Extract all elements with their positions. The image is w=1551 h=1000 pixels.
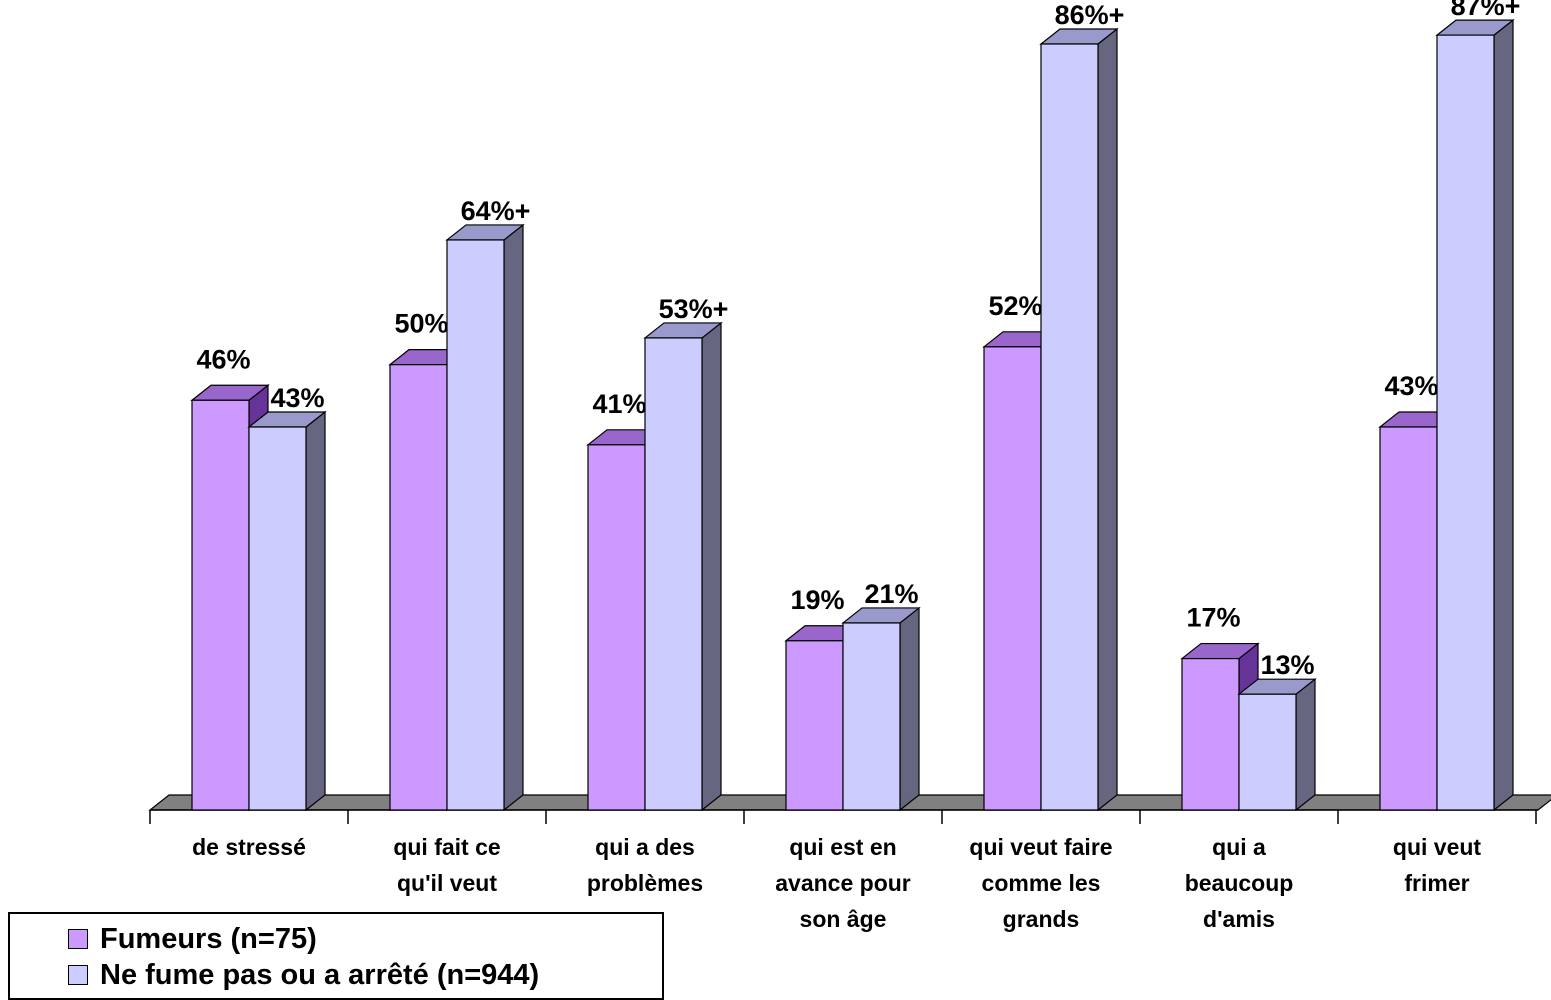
bar-front xyxy=(785,640,844,811)
x-tick-label-line: qui fait ce xyxy=(393,834,500,860)
data-label: 21% xyxy=(864,579,918,609)
x-tick-label-line: qu'il veut xyxy=(397,870,497,896)
legend-swatch-non-fumeurs xyxy=(68,965,88,985)
bar-front xyxy=(1238,693,1297,811)
x-tick-label-line: frimer xyxy=(1404,870,1469,896)
legend-swatch-fumeurs xyxy=(68,929,88,949)
x-tick-label: qui a beaucoup d'amis xyxy=(1185,834,1294,932)
bar-front xyxy=(389,364,448,811)
data-label: 86%+ xyxy=(1055,0,1125,30)
data-label: 64%+ xyxy=(461,196,531,226)
data-label: 43% xyxy=(270,383,324,413)
bar-non-fumeurs-3 xyxy=(841,606,921,812)
x-tick-label: de stressé xyxy=(192,834,306,860)
bar-non-fumeurs-1 xyxy=(445,223,525,812)
data-label: 17% xyxy=(1186,603,1240,633)
bar-side xyxy=(305,410,326,812)
legend-label-non-fumeurs: Ne fume pas ou a arrêté (n=944) xyxy=(100,958,540,991)
bar-front xyxy=(1040,43,1099,811)
x-tick-label-line: qui a des xyxy=(595,834,695,860)
x-tick-label-line: grands xyxy=(1003,906,1080,932)
bar-front xyxy=(644,337,703,811)
data-label: 50% xyxy=(394,309,448,339)
x-tick-label: qui veut frimer xyxy=(1393,834,1482,896)
x-tick-label-line: de stressé xyxy=(192,834,306,860)
bar-front xyxy=(191,399,250,811)
bar-side xyxy=(701,321,722,812)
bar-front xyxy=(983,346,1042,811)
bar-side xyxy=(1097,27,1118,812)
legend-item-fumeurs: Fumeurs (n=75) xyxy=(68,922,317,956)
x-tick-label-line: problèmes xyxy=(587,870,703,896)
bar-front xyxy=(248,426,307,811)
legend-label-fumeurs: Fumeurs (n=75) xyxy=(100,922,317,955)
bar-front xyxy=(1379,426,1438,811)
bar-side xyxy=(1295,677,1316,812)
bar-non-fumeurs-4 xyxy=(1039,27,1119,812)
data-label: 43% xyxy=(1384,371,1438,401)
x-tick-label: qui fait ce qu'il veut xyxy=(393,834,500,896)
data-label: 52% xyxy=(988,291,1042,321)
bar-front xyxy=(1436,34,1495,811)
bar-side xyxy=(1493,18,1514,812)
data-label: 46% xyxy=(196,344,250,374)
bar-non-fumeurs-0 xyxy=(247,410,327,812)
x-tick-label-line: avance pour xyxy=(775,870,911,896)
bar-front xyxy=(587,444,646,811)
data-label: 13% xyxy=(1260,650,1314,680)
x-tick-label-line: qui veut xyxy=(1393,834,1482,860)
x-tick-label: qui est en avance pour son âge xyxy=(775,834,911,932)
bar-non-fumeurs-2 xyxy=(643,321,723,812)
x-tick-label: qui a des problèmes xyxy=(587,834,703,896)
x-tick-label-line: qui a xyxy=(1212,834,1266,860)
legend-item-non-fumeurs: Ne fume pas ou a arrêté (n=944) xyxy=(68,958,539,992)
data-label: 53%+ xyxy=(659,294,729,324)
bar-non-fumeurs-5 xyxy=(1237,677,1317,812)
bar-front xyxy=(842,622,901,811)
x-tick-label-line: qui est en xyxy=(789,834,896,860)
x-tick-label-line: beaucoup xyxy=(1185,870,1294,896)
x-tick-label-line: d'amis xyxy=(1203,906,1275,932)
x-tick-label-line: son âge xyxy=(800,906,887,932)
bar-non-fumeurs-6 xyxy=(1435,18,1515,812)
data-label: 87%+ xyxy=(1451,0,1521,21)
x-tick-label-line: comme les xyxy=(982,870,1101,896)
data-label: 19% xyxy=(790,585,844,615)
x-tick-label-line: qui veut faire xyxy=(969,834,1112,860)
bar-front xyxy=(1181,657,1240,811)
bar-side xyxy=(503,223,524,812)
data-label: 41% xyxy=(592,389,646,419)
x-tick-label: qui veut faire comme les grands xyxy=(969,834,1112,932)
bar-front xyxy=(446,239,505,811)
legend: Fumeurs (n=75) Ne fume pas ou a arrêté (… xyxy=(8,912,664,1000)
bar-side xyxy=(899,606,920,812)
